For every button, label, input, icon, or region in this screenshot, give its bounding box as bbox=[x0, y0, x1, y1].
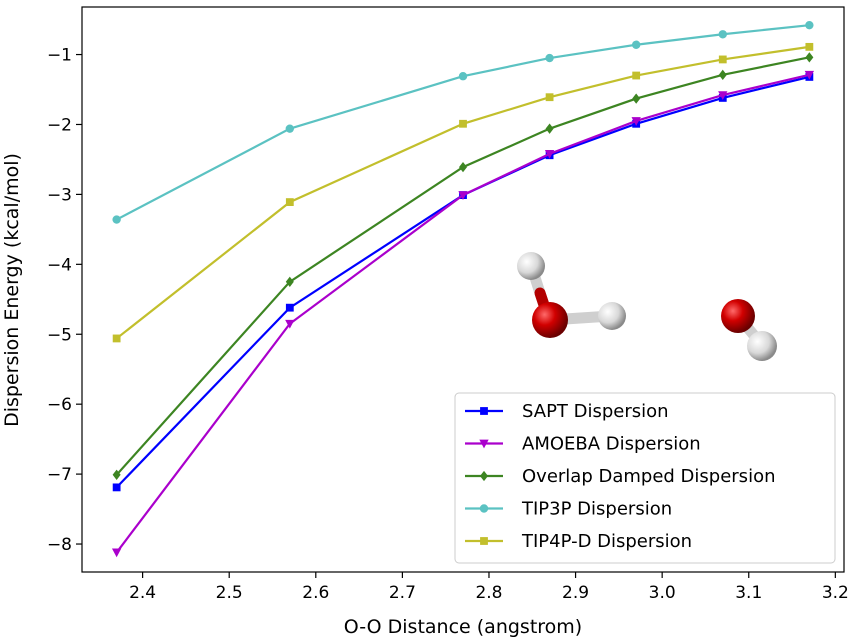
y-tick-label: −8 bbox=[47, 535, 72, 555]
legend-marker bbox=[480, 407, 488, 415]
x-tick-label: 2.9 bbox=[562, 583, 589, 603]
series-3 bbox=[112, 20, 814, 224]
data-point bbox=[459, 119, 467, 128]
data-point bbox=[111, 548, 122, 558]
data-point bbox=[285, 319, 295, 329]
data-point bbox=[718, 91, 728, 100]
x-tick-label: 3.2 bbox=[822, 583, 849, 603]
series-1 bbox=[111, 70, 815, 558]
y-tick-label: −3 bbox=[47, 185, 72, 205]
x-tick-label: 3.0 bbox=[649, 583, 676, 603]
legend: SAPT Dispersion AMOEBA Dispersion Overlap … bbox=[454, 392, 836, 564]
data-point bbox=[458, 72, 468, 81]
data-point bbox=[545, 53, 554, 63]
y-tick-label: −1 bbox=[47, 46, 72, 66]
data-point bbox=[545, 123, 554, 134]
series-2 bbox=[112, 52, 814, 480]
data-point bbox=[718, 69, 727, 80]
legend-item: AMOEBA Dispersion bbox=[465, 434, 701, 455]
axis-ticks: 2.4 2.5 2.6 2.7 2.8 2.9 3.0 3.1 3.2 −8 −7 −6 −5 −4 −3 −… bbox=[47, 46, 849, 603]
y-tick-label: −4 bbox=[47, 255, 72, 275]
x-axis-label: O-O Distance (angstrom) bbox=[344, 616, 582, 638]
data-point bbox=[285, 303, 294, 312]
y-tick-label: −2 bbox=[47, 115, 72, 135]
data-point bbox=[285, 198, 294, 206]
x-tick-label: 2.6 bbox=[302, 583, 329, 603]
series-4 bbox=[112, 42, 814, 343]
x-tick-label: 2.5 bbox=[216, 583, 243, 603]
legend-item: TIP4P-D Dispersion bbox=[465, 531, 692, 552]
legend-label: SAPT Dispersion bbox=[522, 401, 669, 422]
data-point bbox=[285, 124, 295, 133]
legend-box bbox=[454, 392, 836, 564]
data-point bbox=[112, 215, 121, 224]
legend-item: Overlap Damped Dispersion bbox=[465, 466, 776, 487]
data-point bbox=[544, 149, 555, 159]
legend-label: AMOEBA Dispersion bbox=[522, 434, 701, 455]
x-tick-label: 2.4 bbox=[129, 583, 156, 603]
data-point bbox=[545, 93, 554, 102]
data-point bbox=[718, 55, 727, 64]
data-point bbox=[804, 70, 815, 80]
legend-marker bbox=[480, 537, 488, 545]
data-point bbox=[112, 483, 121, 492]
data-point bbox=[632, 93, 641, 104]
legend-label: TIP4P-D Dispersion bbox=[521, 531, 692, 552]
data-point bbox=[458, 161, 468, 173]
series-layer bbox=[111, 20, 815, 558]
x-tick-label: 2.7 bbox=[389, 583, 416, 603]
data-point bbox=[112, 469, 121, 480]
legend-item: SAPT Dispersion bbox=[465, 401, 669, 422]
data-point bbox=[718, 30, 727, 39]
legend-item: TIP3P Dispersion bbox=[465, 499, 672, 520]
data-point bbox=[631, 117, 641, 126]
x-tick-label: 3.1 bbox=[735, 583, 762, 603]
y-tick-label: −5 bbox=[47, 325, 72, 345]
data-point bbox=[631, 40, 641, 49]
data-point bbox=[805, 52, 814, 63]
data-point bbox=[112, 334, 121, 343]
legend-label: Overlap Damped Dispersion bbox=[522, 466, 776, 487]
legend-marker bbox=[479, 439, 489, 449]
y-tick-label: −7 bbox=[47, 465, 72, 485]
data-point bbox=[285, 276, 294, 287]
legend-marker bbox=[479, 504, 489, 513]
data-point bbox=[805, 42, 814, 51]
x-tick-label: 2.8 bbox=[475, 583, 502, 603]
water-dimer-molecule-icon bbox=[517, 252, 777, 361]
legend-label: TIP3P Dispersion bbox=[521, 499, 672, 520]
data-point bbox=[805, 20, 814, 30]
legend-marker bbox=[479, 470, 489, 482]
y-tick-label: −6 bbox=[47, 395, 72, 415]
y-axis-label: Dispersion Energy (kcal/mol) bbox=[1, 153, 23, 427]
data-point bbox=[458, 191, 468, 200]
data-point bbox=[632, 71, 641, 80]
